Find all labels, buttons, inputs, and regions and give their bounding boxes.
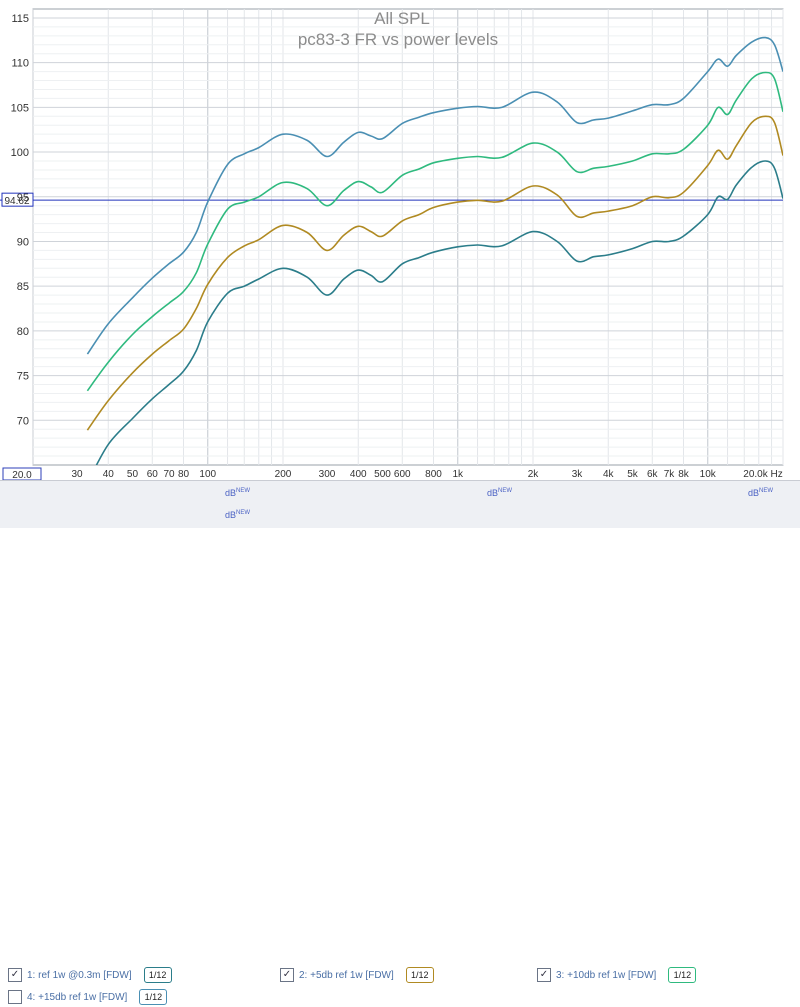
x-tick-label: 300 [319, 469, 336, 480]
y-tick-label: 105 [11, 102, 29, 114]
legend-unit[interactable]: dBNEW [225, 488, 250, 498]
series-line-3 [86, 71, 783, 392]
x-tick-label: 7k [664, 469, 676, 480]
x-axis-labels: 30 40 50 60 70 80 100 200 300 400 500 600 800 1k 2k 3k 4… [2, 467, 783, 480]
series-line-1 [95, 160, 783, 465]
chart-title: All SPL [374, 9, 430, 28]
x-tick-label: 5k [627, 469, 639, 480]
legend-label: 4: +15db ref 1w [FDW] [27, 991, 128, 1003]
smoothing-badge[interactable]: 1/12 [143, 967, 172, 983]
x-tick-label: 2k [528, 469, 540, 480]
y-tick-label: 70 [17, 415, 29, 427]
y-tick-label: 85 [17, 281, 29, 293]
y-tick-label: 115 [11, 13, 29, 25]
x-tick-label: 6k [647, 469, 659, 480]
x-tick-label: 100 [199, 469, 216, 480]
legend-item-4: 4: +15db ref 1w [FDW] 1/12 [8, 987, 168, 1007]
unit-label: dB [225, 488, 237, 498]
unit-sup: NEW [236, 488, 251, 494]
x-start-box[interactable] [2, 467, 42, 480]
smoothing-badge[interactable]: 1/12 [668, 967, 697, 983]
x-tick-label: 20.0k Hz [743, 469, 782, 480]
legend-label: 2: +5db ref 1w [FDW] [299, 969, 394, 981]
series-line-4 [86, 36, 783, 355]
legend-checkbox[interactable]: ✓ [537, 968, 551, 982]
legend-label: 1: ref 1w @0.3m [FDW] [27, 969, 132, 981]
legend-label: 3: +10db ref 1w [FDW] [556, 969, 657, 981]
y-tick-label: 90 [17, 236, 29, 248]
grid [32, 8, 784, 466]
x-tick-label: 50 [127, 469, 139, 480]
y-tick-label: 75 [17, 371, 29, 383]
cursor-readout: 94.62 [4, 196, 29, 207]
x-tick-label: 4k [603, 469, 615, 480]
legend-checkbox[interactable] [8, 990, 22, 1004]
x-tick-label: 200 [275, 469, 292, 480]
y-tick-label: 100 [11, 147, 29, 159]
legend-checkbox[interactable]: ✓ [8, 968, 22, 982]
x-tick-label: 80 [178, 469, 190, 480]
x-tick-label: 60 [147, 469, 159, 480]
chart-subtitle: pc83-3 FR vs power levels [298, 30, 498, 49]
x-tick-label: 30 [71, 469, 83, 480]
unit-label: dB [487, 488, 499, 498]
x-tick-label: 40 [103, 469, 115, 480]
cursor-line[interactable]: 94.62 [0, 192, 783, 207]
y-tick-label: 110 [11, 58, 29, 70]
legend-unit[interactable]: dBNEW [487, 488, 512, 498]
series-group [86, 36, 783, 465]
y-tick-label: 95 [17, 192, 29, 204]
x-tick-label: 1k [452, 469, 464, 480]
x-tick-label: 8k [678, 469, 690, 480]
spl-chart[interactable]: 94.62 70 75 80 85 90 95 100 105 110 115 30 40 50 60 7… [0, 0, 800, 480]
cursor-readout-box[interactable] [1, 192, 34, 207]
unit-sup: NEW [498, 488, 513, 494]
unit-sup: NEW [759, 488, 774, 494]
x-tick-label: 600 [394, 469, 411, 480]
x-tick-label: 800 [425, 469, 442, 480]
legend-checkbox[interactable]: ✓ [280, 968, 294, 982]
plot-area [32, 8, 784, 466]
x-tick-label: 500 [374, 469, 391, 480]
legend-item-1: ✓ 1: ref 1w @0.3m [FDW] 1/12 [8, 965, 172, 985]
y-axis-labels: 70 75 80 85 90 95 100 105 110 115 [11, 13, 29, 427]
unit-sup: NEW [236, 510, 251, 516]
smoothing-badge[interactable]: 1/12 [139, 989, 168, 1005]
x-tick-label: 70 [163, 469, 175, 480]
x-tick-label: 3k [572, 469, 584, 480]
legend-panel: ✓ 1: ref 1w @0.3m [FDW] 1/12 dBNEW ✓ 2: +5db … [0, 480, 800, 1005]
unit-label: dB [225, 510, 237, 520]
series-line-2 [86, 115, 783, 431]
x-start-label: 20.0 [12, 470, 32, 480]
x-tick-label: 400 [350, 469, 367, 480]
x-tick-label: 10k [700, 469, 717, 480]
smoothing-badge[interactable]: 1/12 [405, 967, 434, 983]
legend-unit[interactable]: dBNEW [225, 510, 250, 520]
y-tick-label: 80 [17, 326, 29, 338]
legend-unit[interactable]: dBNEW [748, 488, 773, 498]
legend-item-2: ✓ 2: +5db ref 1w [FDW] 1/12 [280, 965, 434, 985]
unit-label: dB [748, 488, 760, 498]
legend-item-3: ✓ 3: +10db ref 1w [FDW] 1/12 [537, 965, 697, 985]
